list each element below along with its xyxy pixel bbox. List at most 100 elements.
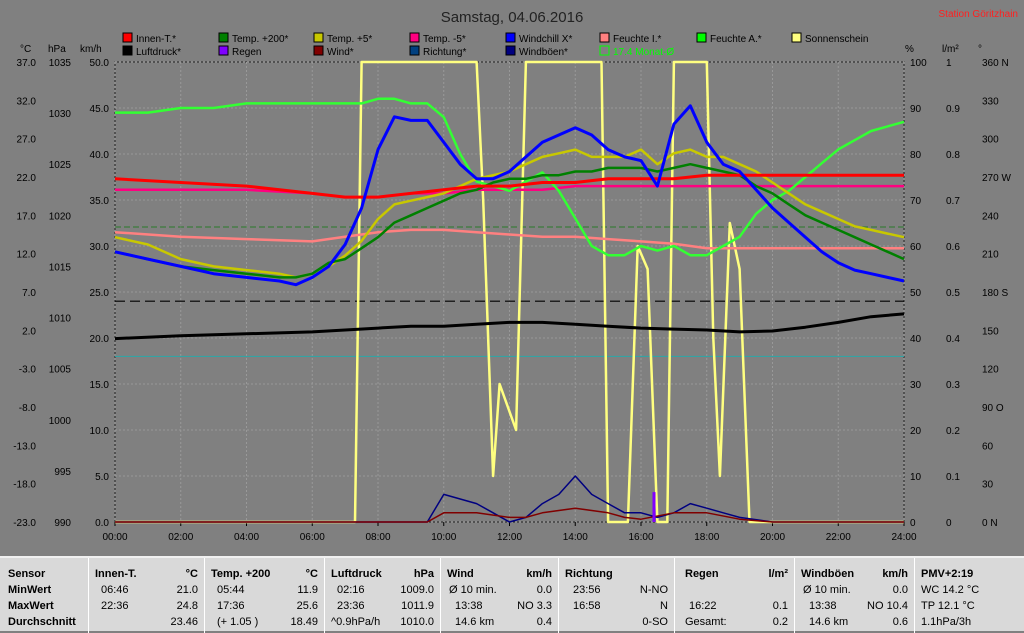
stats-value: N [660,600,668,612]
stats-value: 24.8 [176,600,198,612]
stats-note: (+ 1.05 ) [217,616,259,628]
stats-unit: °C [305,568,318,580]
y-tick-pct: 40 [910,334,922,345]
y-tick-dir: 210 [982,250,999,261]
stats-value: 23.46 [170,616,198,628]
stats-col-sensor: Sensor MinWert MaxWert Durchschnitt [0,558,88,633]
y-tick-wind: 25.0 [90,288,110,299]
legend-label: Luftdruck* [136,47,181,58]
y-tick-pct: 70 [910,196,922,207]
series-line-windb-en [115,475,904,523]
stats-time: 16:58 [573,600,601,612]
y-tick-press: 1025 [49,160,72,171]
y-tick-rain: 0.5 [946,288,960,299]
y-tick-dir: 240 [982,211,999,222]
y-tick-rain: 0.8 [946,150,960,161]
stats-value: NO 10.4 [867,600,908,612]
y-tick-rain: 0 [946,518,952,529]
chart-title: Samstag, 04.06.2016 [441,9,584,26]
y-tick-temp: 2.0 [22,326,36,337]
stats-header: Innen-T. [95,568,137,580]
y-tick-temp: 37.0 [17,58,37,69]
legend-swatch [505,32,516,43]
x-tick-label: 20:00 [760,532,785,543]
y-tick-press: 1000 [49,416,72,427]
stats-col-pmv: PMV+2:19 WC 14.2 °C TP 12.1 °C 1.1hPa/3h [914,558,1024,633]
y-tick-wind: 10.0 [90,426,110,437]
unit-pct: % [905,44,914,55]
stats-header-sensor: Sensor [8,568,46,580]
y-tick-pct: 10 [910,472,922,483]
rain-bar [652,492,656,522]
legend-swatch [122,45,133,56]
legend-label: Feuchte A.* [710,34,762,45]
stats-value: 11.9 [297,584,318,596]
statistics-table: Sensor MinWert MaxWert Durchschnitt Inne… [0,556,1024,633]
x-tick-label: 08:00 [365,532,390,543]
legend-swatch [122,32,133,43]
stats-time: 16:22 [689,600,717,612]
series-line-windchill-x [114,104,905,287]
stats-value: 18.49 [290,616,318,628]
legend-label: Innen-T.* [136,34,176,45]
y-tick-pct: 30 [910,380,922,391]
stats-time: 22:36 [101,600,129,612]
stats-header: Regen [685,568,719,580]
stats-col-luftdruck: Luftdruck hPa 02:16 1009.0 23:36 1011.9 … [324,558,440,633]
stats-unit: km/h [526,568,552,580]
x-tick-label: 06:00 [300,532,325,543]
y-tick-wind: 15.0 [90,380,110,391]
legend-label: Windböen* [519,47,568,58]
stats-unit: °C [185,568,198,580]
x-tick-label: 16:00 [628,532,653,543]
legend-swatch [313,32,324,43]
stats-col-innen: Innen-T. °C 06:46 21.0 22:36 24.8 23.46 [88,558,204,633]
legend-label: Feuchte I.* [613,34,661,45]
stats-header: Richtung [565,568,613,580]
y-tick-rain: 1 [946,58,952,69]
stats-note: 14.6 km [455,616,495,628]
y-tick-wind: 45.0 [90,104,110,115]
legend-swatch [409,45,420,56]
y-tick-wind: 50.0 [90,58,110,69]
y-tick-temp: 22.0 [17,173,37,184]
series [114,60,905,524]
y-tick-dir: 300 [982,135,999,146]
unit-press: hPa [48,44,66,55]
stats-time: 05:44 [217,584,245,596]
y-tick-rain: 0.4 [946,334,960,345]
series-line-temp-200 [114,162,905,279]
stats-value: 21.0 [176,584,198,596]
stats-col-wind: Wind km/h Ø 10 min. 0.0 13:38 NO 3.3 14.… [440,558,558,633]
stats-col-temp: Temp. +200 °C 05:44 11.9 17:36 25.6 (+ 1… [204,558,324,633]
x-tick-label: 00:00 [102,532,127,543]
legend-swatch [599,32,610,43]
stats-value: 0.0 [892,584,908,596]
legend-swatch [409,32,420,43]
y-tick-dir: 270 W [982,173,1011,184]
stats-value: WC 14.2 °C [921,584,980,596]
unit-dir: ° [978,44,982,55]
stats-note: 14.6 km [809,616,849,628]
y-tick-temp: -8.0 [19,403,37,414]
stats-value: 1.1hPa/3h [921,616,972,628]
series-line-innen-t [114,173,904,199]
stats-header: Wind [447,568,474,580]
y-tick-dir: 360 N [982,58,1009,69]
y-tick-rain: 0.6 [946,242,960,253]
stats-time: 23:56 [573,584,601,596]
stats-row-avg: Durchschnitt [8,616,76,628]
legend-label: 17.4 Monat-Ø [613,47,674,58]
stats-time: Ø 10 min. [449,584,497,596]
y-tick-temp: -18.0 [13,480,36,491]
legend: Innen-T.* Luftdruck* Temp. +200* Regen Temp.… [122,32,868,58]
y-tick-wind: 35.0 [90,196,110,207]
y-tick-press: 1005 [49,365,72,376]
stats-value: 0.4 [536,616,552,628]
stats-time: Ø 10 min. [803,584,851,596]
y-tick-dir: 0 N [982,518,998,529]
stats-row-min: MinWert [8,584,52,596]
y-tick-pct: 80 [910,150,922,161]
stats-value: 1010.0 [400,616,434,628]
legend-label: Temp. +5* [327,34,372,45]
